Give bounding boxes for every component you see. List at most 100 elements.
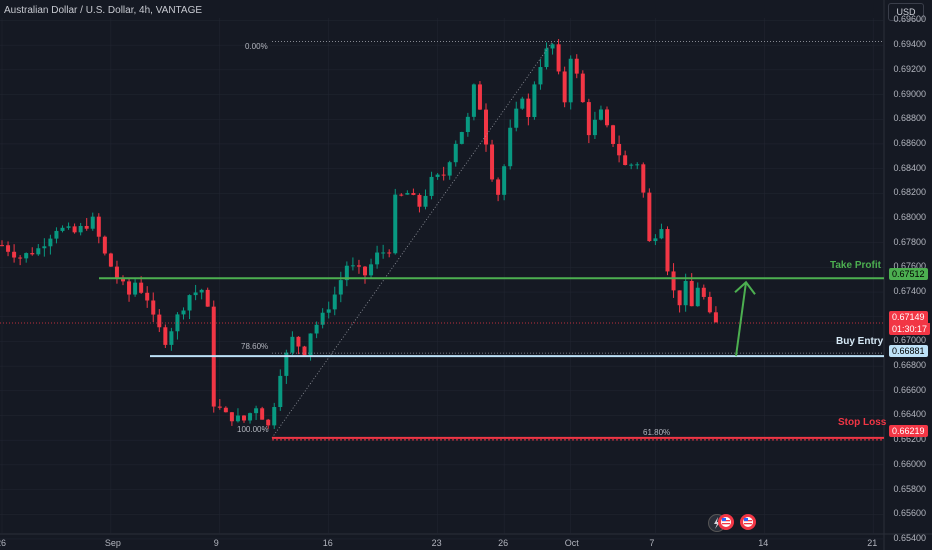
candle-body [405,193,410,195]
current-price-tag: 0.67149 [889,311,928,323]
candle-body [550,44,555,49]
x-tick-label: 21 [867,538,878,548]
candle-body [484,109,488,145]
candle-body [332,294,337,310]
candle-body [344,265,349,281]
stop-loss-price-tag: 0.66219 [889,425,928,437]
candle-body [278,375,283,408]
candle-body [223,407,228,413]
candle-body [598,109,603,120]
y-tick-label: 0.65400 [893,532,926,543]
x-tick-label: 7 [649,538,655,548]
candle-body [217,406,222,408]
candle-body [163,327,168,345]
x-tick-label: 14 [758,538,769,548]
candle-body [151,300,156,315]
x-tick-label: 26 [0,538,7,548]
candle-body [193,292,198,296]
y-tick-label: 0.67400 [893,286,926,297]
candle-body [187,295,192,311]
y-tick-label: 0.69400 [893,39,926,50]
candle-body [308,333,313,356]
countdown-tag: 01:30:17 [889,323,931,335]
candle-body [290,336,295,353]
candle-body [242,415,246,421]
chart-title: Australian Dollar / U.S. Dollar, 4h, VAN… [4,5,203,16]
candle-body [629,164,634,166]
candle-body [114,266,119,279]
candle-body [641,164,646,193]
x-tick-label: 23 [431,538,442,548]
candle-body [556,44,561,72]
candle-body [235,415,240,422]
candle-body [453,143,458,163]
candle-body [12,251,17,258]
candle-body [586,102,591,136]
candle-body [490,144,495,180]
currency-label[interactable]: USD [888,3,924,21]
candle-body [205,289,210,307]
candle-body [447,162,452,176]
candle-body [532,84,537,118]
candle-body [199,289,204,293]
candle-body [127,281,132,295]
candle-body [683,280,688,306]
candle-body [520,98,525,109]
candle-body [356,265,361,267]
candle-body [302,346,307,356]
x-tick-label: 9 [213,538,219,548]
candle-body [272,407,277,426]
candle-body [363,266,367,276]
candle-body [24,253,29,259]
candle-body [66,226,71,228]
y-tick-label: 0.67600 [893,261,926,272]
candle-body [369,264,374,276]
candle-body [78,225,83,233]
candle-body [6,245,11,252]
candle-body [526,98,531,118]
us-flag-event-icon-2[interactable] [740,514,756,530]
candle-body [145,292,150,301]
candle-body [296,336,301,347]
us-flag-event-icon[interactable] [718,514,734,530]
y-tick-label: 0.68400 [893,162,926,173]
candle-body [0,245,4,247]
y-tick-label: 0.69200 [893,63,926,74]
candle-body [417,194,422,207]
candle-body [502,166,507,195]
candle-body [90,216,95,229]
fib-trend-line [271,41,553,439]
candle-body [713,312,718,323]
candle-body [653,238,658,242]
y-tick-label: 0.69000 [893,88,926,99]
candle-body [260,408,265,420]
candle-body [102,236,107,254]
candle-body [659,229,664,239]
candle-body [169,331,174,345]
candle-body [30,253,35,255]
candle-body [496,179,501,195]
candle-body [580,73,585,103]
x-tick-label: 16 [322,538,333,548]
candle-body [96,216,101,237]
candle-body [508,127,513,167]
y-tick-label: 0.65600 [893,508,926,519]
y-tick-label: 0.66200 [893,434,926,445]
candle-body [72,226,77,233]
buy-entry-price-tag: 0.66881 [889,345,928,357]
candle-body [441,174,446,176]
candle-body [695,287,700,307]
stop-loss-label: Stop Loss [838,417,887,428]
candle-body [689,280,694,307]
candle-body [635,164,640,166]
candle-body [592,119,597,136]
candle-body [568,58,573,103]
y-tick-label: 0.67800 [893,236,926,247]
candle-body [562,71,567,103]
candle-body [375,252,380,265]
candle-body [423,195,428,207]
candle-body [48,238,53,247]
candle-body [381,252,386,254]
